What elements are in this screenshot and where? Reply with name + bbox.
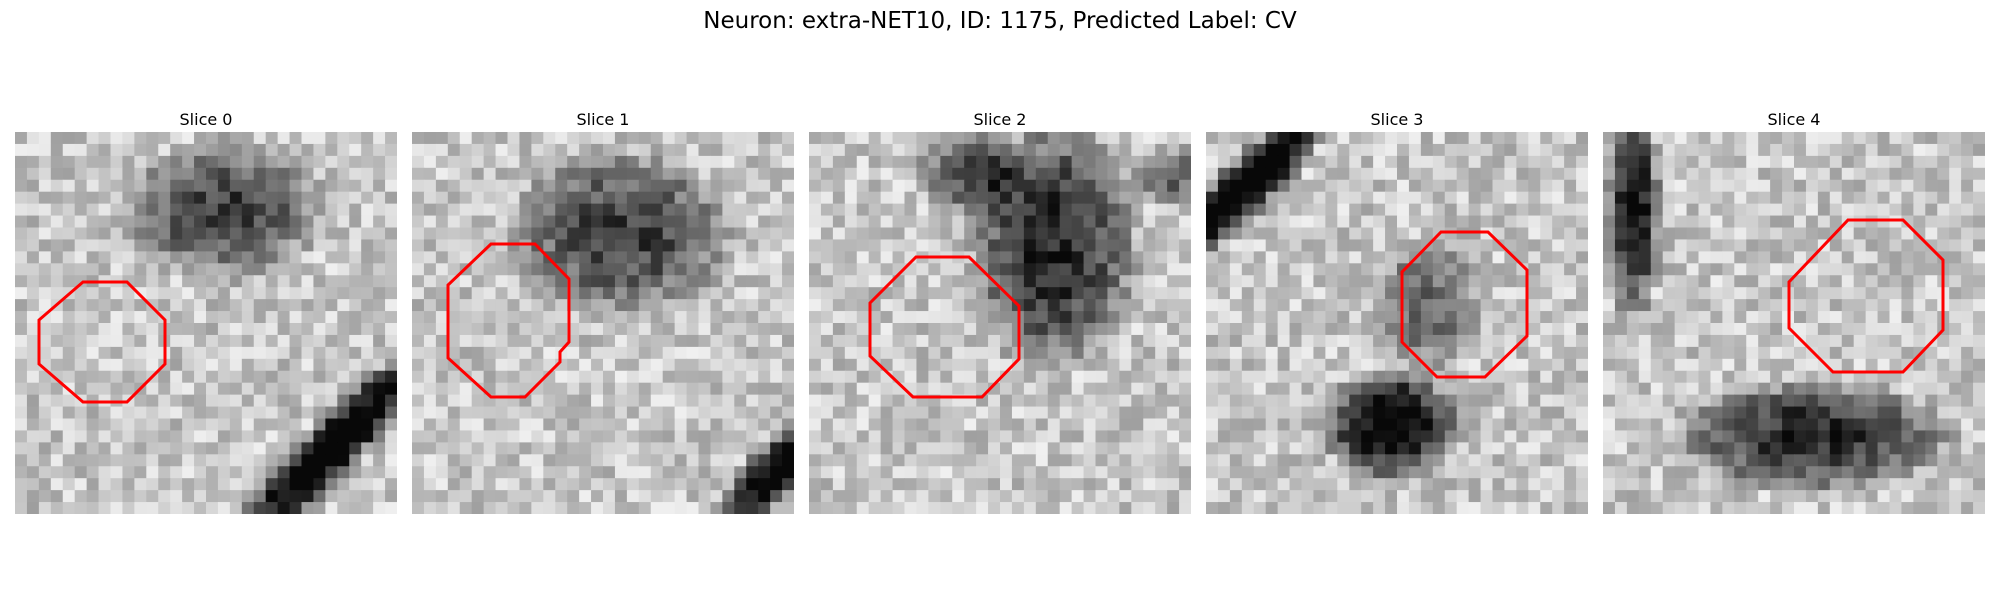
- slice-title: Slice 3: [1370, 110, 1424, 129]
- slice-panel-1: Slice 1: [412, 108, 794, 514]
- slice-title: Slice 0: [179, 110, 233, 129]
- slice-image: [1206, 132, 1588, 514]
- roi-outline: [446, 242, 571, 399]
- slice-image: [1603, 132, 1985, 514]
- slice-title: Slice 4: [1767, 110, 1821, 129]
- slice-image: [809, 132, 1191, 514]
- slice-panel-3: Slice 3: [1206, 108, 1588, 514]
- slice-image: [15, 132, 397, 514]
- slice-title: Slice 2: [973, 110, 1027, 129]
- roi-outline: [1787, 218, 1945, 374]
- figure-title: Neuron: extra-NET10, ID: 1175, Predicted…: [703, 8, 1297, 34]
- slice-image: [412, 132, 794, 514]
- slice-panel-4: Slice 4: [1603, 108, 1985, 514]
- slice-panel-2: Slice 2: [809, 108, 1191, 514]
- roi-outline: [1400, 230, 1529, 379]
- slice-panel-0: Slice 0: [15, 108, 397, 514]
- roi-outline: [868, 255, 1021, 399]
- slice-title: Slice 1: [576, 110, 630, 129]
- roi-outline: [37, 280, 167, 404]
